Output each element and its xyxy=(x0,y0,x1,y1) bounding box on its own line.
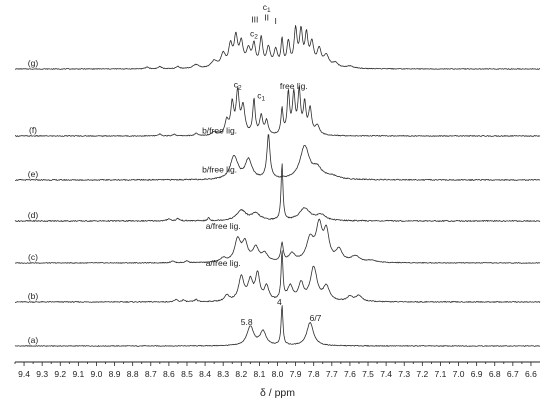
peak-annotation: II xyxy=(264,12,269,22)
x-tick-label: 9.0 xyxy=(91,369,103,379)
x-tick-label: 8.5 xyxy=(181,369,193,379)
peak-annotation: b/free lig. xyxy=(202,125,237,135)
x-tick-label: 6.7 xyxy=(507,369,519,379)
x-tick-label: 7.0 xyxy=(453,369,465,379)
x-tick-label: 7.6 xyxy=(344,369,356,379)
spectrum-trace xyxy=(14,163,541,222)
spectrum-panel-label: (b) xyxy=(28,291,39,301)
x-tick-label: 8.2 xyxy=(235,369,247,379)
x-tick-label: 8.7 xyxy=(145,369,157,379)
x-tick-label: 7.2 xyxy=(416,369,428,379)
peak-annotation: c1 xyxy=(257,90,265,102)
x-tick-label: 7.7 xyxy=(326,369,338,379)
x-axis-label: δ / ppm xyxy=(260,387,295,399)
spectrum-panel-label: (d) xyxy=(28,210,39,220)
peak-annotation: 4 xyxy=(277,297,282,307)
spectrum-trace xyxy=(14,24,541,70)
peak-annotations: 5.8 4 6/7 a/free lig. a/free lig. b/free lig.… xyxy=(202,2,322,327)
x-tick-label: 8.9 xyxy=(109,369,121,379)
spectrum-panel-label: (g) xyxy=(28,58,39,68)
x-tick-label: 7.8 xyxy=(308,369,320,379)
x-tick-label: 9.3 xyxy=(36,369,48,379)
x-tick-label: 6.8 xyxy=(489,369,501,379)
panel-labels: (a) (b) (c) (d) (e) (f) (g) xyxy=(28,58,39,345)
x-tick-label: 8.8 xyxy=(127,369,139,379)
x-tick-label: 7.9 xyxy=(290,369,302,379)
spectrum-trace xyxy=(14,305,541,347)
peak-annotation: III xyxy=(251,15,258,25)
peak-annotation: c2 xyxy=(234,80,242,92)
x-tick-label: 9.1 xyxy=(72,369,84,379)
spectrum-trace xyxy=(14,86,541,137)
peak-annotation: 5.8 xyxy=(241,317,253,327)
x-tick-label: 8.4 xyxy=(199,369,211,379)
x-tick-label: 7.5 xyxy=(362,369,374,379)
spectra-traces xyxy=(14,24,541,347)
x-tick-label: 6.6 xyxy=(525,369,537,379)
peak-annotation: 6/7 xyxy=(310,313,322,323)
x-tick-label: 7.4 xyxy=(380,369,392,379)
x-tick-label: 8.1 xyxy=(253,369,265,379)
peak-annotation: c2 xyxy=(250,29,258,41)
spectrum-panel-label: (a) xyxy=(28,335,39,345)
spectrum-panel-label: (f) xyxy=(29,125,37,135)
peak-annotation: a/free lig. xyxy=(206,258,241,268)
x-tick-label: 9.4 xyxy=(18,369,30,379)
spectrum-panel-label: (c) xyxy=(28,252,38,262)
x-tick-label: 6.9 xyxy=(471,369,483,379)
peak-annotation: I xyxy=(275,16,277,26)
x-tick-label: 7.1 xyxy=(435,369,447,379)
spectrum-panel-label: (e) xyxy=(28,169,39,179)
peak-annotation: b/free lig. xyxy=(202,165,237,175)
x-tick-label: 8.3 xyxy=(217,369,229,379)
x-axis: 9.4 9.3 9.2 9.1 9.0 8.9 8.8 8.7 8.6 8.5 8.4 8.3 8.2 8… xyxy=(14,361,540,379)
peak-annotation: free lig. xyxy=(280,81,308,91)
x-tick-label: 8.0 xyxy=(272,369,284,379)
x-tick-label: 7.3 xyxy=(398,369,410,379)
spectrum-trace xyxy=(14,134,541,181)
peak-annotation: c1 xyxy=(263,2,271,14)
peak-annotation: a/free lig. xyxy=(206,221,241,231)
spectrum-trace xyxy=(14,250,541,303)
x-tick-label: 9.2 xyxy=(54,369,66,379)
spectrum-trace xyxy=(14,218,541,264)
x-tick-label: 8.6 xyxy=(163,369,175,379)
